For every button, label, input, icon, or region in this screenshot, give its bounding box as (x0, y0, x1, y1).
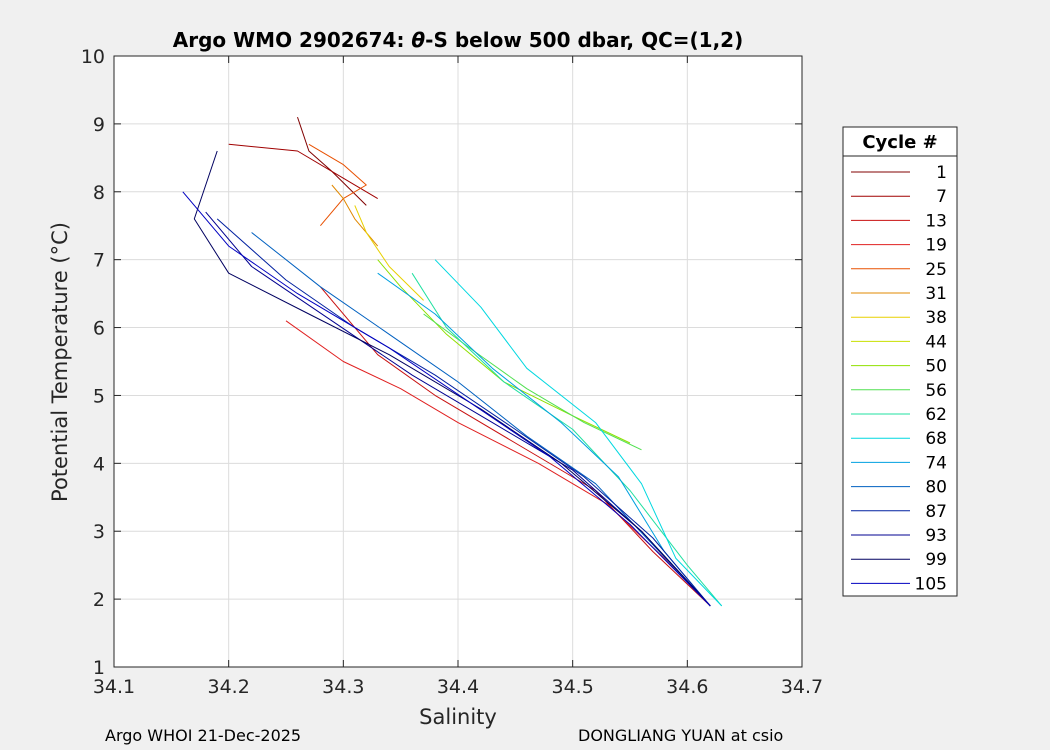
y-tick-label: 8 (93, 182, 105, 204)
series-curve (297, 116, 367, 206)
chart-title: Argo WMO 2902674: θ-S below 500 dbar, QC… (173, 28, 743, 52)
legend-label: 87 (925, 502, 947, 522)
y-tick-label: 3 (93, 521, 105, 543)
y-tick-label: 7 (93, 250, 105, 272)
x-tick-label: 34.7 (781, 676, 823, 698)
series-curve (354, 205, 424, 301)
series-curve (377, 259, 631, 444)
legend-box (842, 126, 958, 597)
legend-label: 44 (925, 332, 947, 352)
legend-label: 7 (936, 187, 947, 207)
legend-label: 25 (925, 260, 947, 280)
series-curve (216, 218, 711, 607)
y-tick-label: 6 (93, 318, 105, 340)
series-curve (423, 313, 642, 451)
legend: Cycle # 1 7 13 19 25 31 38 44 50 56 62 68 74 80 87 93 99… (842, 126, 958, 597)
legend-label: 93 (925, 526, 947, 546)
y-tick-label: 9 (93, 114, 105, 136)
legend-label: 62 (925, 405, 947, 425)
legend-label: 105 (915, 574, 947, 594)
footer-right: DONGLIANG YUAN at csio (578, 726, 783, 745)
y-tick-labels: 1 2 3 4 5 6 7 8 9 10 (81, 46, 105, 679)
series-curve (434, 259, 723, 607)
y-tick-label: 1 (93, 657, 105, 679)
legend-items: 1 7 13 19 25 31 38 44 50 56 62 68 74 80 87 93 99 105 (851, 163, 947, 594)
legend-label: 56 (925, 381, 947, 401)
series-curve (411, 272, 723, 607)
series-curve (251, 232, 711, 607)
x-axis-label: Salinity (419, 705, 497, 729)
series-curve (193, 150, 711, 607)
legend-label: 1 (936, 163, 947, 183)
legend-label: 38 (925, 308, 947, 328)
legend-label: 31 (925, 284, 947, 304)
series-curve (308, 143, 367, 227)
footer-left: Argo WHOI 21-Dec-2025 (105, 726, 301, 745)
x-tick-labels: 34.1 34.2 34.3 34.4 34.5 34.6 34.7 (93, 676, 823, 698)
x-tick-label: 34.5 (552, 676, 594, 698)
legend-label: 68 (925, 429, 947, 449)
legend-title: Cycle # (862, 132, 937, 153)
y-axis-label: Potential Temperature (°C) (48, 222, 72, 502)
series-curve (320, 286, 711, 607)
x-tick-label: 34.3 (322, 676, 364, 698)
legend-label: 99 (925, 550, 947, 570)
x-tick-label: 34.2 (208, 676, 250, 698)
x-tick-label: 34.1 (93, 676, 135, 698)
y-tick-label: 4 (93, 453, 105, 475)
legend-label: 50 (925, 357, 947, 377)
legend-label: 74 (925, 453, 947, 473)
data-curves (182, 116, 723, 607)
ticks (113, 55, 803, 668)
y-tick-label: 10 (81, 46, 105, 68)
x-tick-label: 34.6 (666, 676, 708, 698)
legend-label: 13 (925, 211, 947, 231)
y-tick-label: 2 (93, 589, 105, 611)
legend-label: 80 (925, 478, 947, 498)
series-curve (182, 191, 711, 607)
x-tick-label: 34.4 (437, 676, 479, 698)
y-tick-label: 5 (93, 385, 105, 407)
legend-label: 19 (925, 236, 947, 256)
